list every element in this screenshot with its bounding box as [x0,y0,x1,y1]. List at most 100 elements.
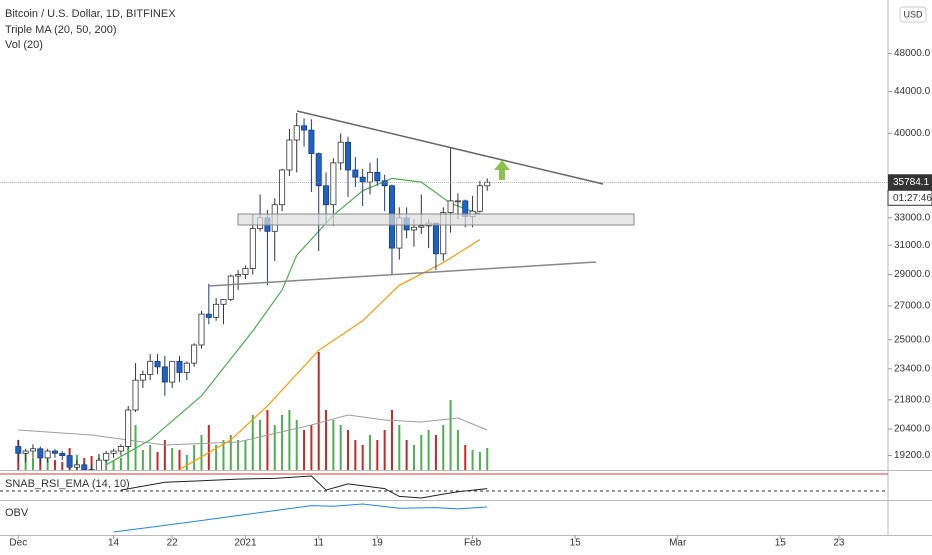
trendline-upper [296,110,604,185]
y-tick-label: 27000.0 [894,301,931,312]
volume-bar [420,435,423,470]
indicator-layer [113,475,488,533]
candle-body [117,446,124,452]
symbol-legend: Bitcoin / U.S. Dollar, 1D, BITFINEX [5,8,176,20]
price-layer [0,112,888,470]
currency-label[interactable]: USD [903,9,923,19]
candle-body [183,362,190,373]
volume-bar [119,458,122,470]
candle-body [73,464,80,468]
candle-body [176,360,183,373]
volume-bar [281,415,284,470]
x-tick-label: Feb [464,538,482,549]
candle-body [410,226,417,231]
volume-bar [61,462,64,470]
x-tick-label: 11 [314,538,325,549]
y-tick-label: 25000.0 [894,334,931,345]
volume-bar [317,352,320,470]
candle-body [161,366,168,383]
volume-bar [134,425,137,470]
volume-bar [478,452,481,470]
volume-bar [412,445,415,470]
volume-bar [376,440,379,470]
candle-body [205,313,212,318]
volume-bar [442,425,445,470]
x-tick-label: 15 [775,538,787,549]
volume-bar [434,435,437,470]
y-tick-label: 48000.0 [894,48,931,59]
rsi-legend: SNAB_RSI_EMA (14, 10) [5,478,130,490]
y-tick-label: 19200.0 [894,450,931,461]
candle-body [22,450,29,454]
candle-body [366,171,373,183]
volume-bar [303,430,306,470]
candle-body [44,450,51,459]
candle-body [440,212,447,255]
x-tick-label: 23 [833,538,845,549]
candle-body [227,275,234,300]
x-tick-label: 22 [167,538,179,549]
candle-body [381,180,388,187]
x-tick-label: 15 [570,538,582,549]
candle-body [359,176,366,183]
moving-average-line [179,239,481,470]
volume-bar [361,445,364,470]
volume-bar [449,400,452,470]
volume-bar [486,448,489,470]
candle-body [242,268,249,275]
volume-bar [295,420,298,470]
volume-bar [325,410,328,470]
volume-bar [244,440,247,470]
volume-bar [163,440,166,470]
volume-bar [171,448,174,470]
candle-body [301,125,308,131]
countdown-tag [887,189,932,206]
candle-body [125,409,132,447]
candle-body [447,200,454,213]
last-price-tag [888,174,932,191]
candle-body [330,162,337,206]
volume-bar [90,456,93,470]
x-tick-label: 14 [108,538,120,549]
volume-bar [229,435,232,470]
y-tick-label: 40000.0 [894,128,931,139]
volume-bar [339,425,342,470]
x-tick-label: 2021 [234,538,257,549]
volume-bar [259,420,262,470]
indicator-legend: Triple MA (20, 50, 200) [5,24,116,36]
candle-body [88,469,95,470]
candle-body [345,141,352,171]
candle-body [352,169,359,178]
candle-body [432,222,439,255]
candle-body [59,452,66,456]
volume-bar [383,430,386,470]
candle-body [15,446,22,454]
volume-bar [237,440,240,470]
x-tick-label: Mar [669,538,687,549]
volume-bar [456,430,459,470]
candle-body [286,139,293,171]
volume-bar [141,450,144,470]
volume-bar [178,450,181,470]
volume-bar [53,460,56,470]
candle-body [374,171,381,182]
candle-body [279,169,286,206]
y-tick-label: 20400.0 [894,424,931,435]
candle-body [132,379,139,411]
candle-body [95,459,102,470]
volume-bar [405,440,408,470]
candle-body [147,360,154,375]
rsi-line [120,475,488,499]
candle-body [315,153,322,187]
candle-body [198,313,205,346]
countdown-label: 01:27:46 [893,193,932,204]
moving-average-line [105,177,481,466]
candle-body [484,181,491,187]
volume-bar [398,425,401,470]
currency-button[interactable] [899,6,927,23]
volume-bar [266,410,269,470]
y-tick-label: 33000.0 [894,212,931,223]
candle-body [110,450,117,454]
volume-bar [215,445,218,470]
